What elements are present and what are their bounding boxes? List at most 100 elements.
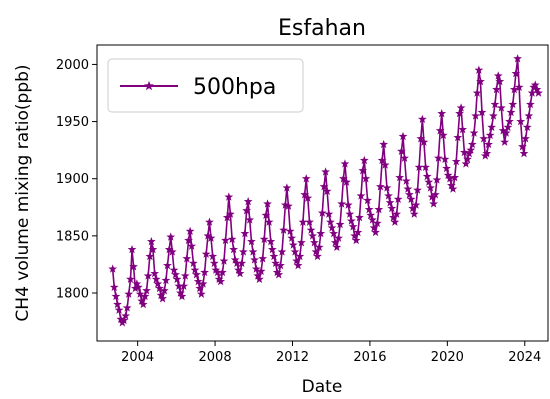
data-point [371,227,380,237]
data-point [208,251,218,261]
data-point [200,267,209,277]
data-point [435,126,445,135]
data-point [482,148,492,158]
data-point [327,223,337,232]
data-point [506,107,516,117]
data-point [224,192,234,201]
data-point [190,265,200,274]
data-point [234,265,243,274]
data-point [508,99,518,109]
data-point [503,122,513,132]
data-point [361,174,371,183]
data-point [455,108,464,118]
data-point [114,305,124,314]
data-point [305,217,314,226]
legend-label: 500hpa [193,75,276,100]
data-point [169,265,179,274]
data-point [196,289,206,298]
data-point [382,183,392,192]
data-point [409,209,419,218]
data-point [132,279,142,288]
data-point [264,217,274,226]
y-tick-label: 1900 [56,172,89,187]
data-point [129,262,138,271]
data-point [527,88,537,97]
data-point [164,244,174,254]
data-point [167,247,177,256]
data-point [450,172,460,182]
data-point [266,236,276,246]
data-point [472,88,482,97]
data-point [398,131,408,141]
data-point [140,291,150,301]
data-point [514,82,524,92]
data-point [126,274,135,284]
data-point [456,103,466,112]
data-point [213,267,222,277]
data-point [419,137,429,146]
y-tick-label: 1800 [56,287,89,302]
x-tick-label: 2012 [276,350,309,365]
data-point [108,264,118,273]
data-point [267,244,277,254]
data-point [269,251,279,261]
data-point [376,182,385,191]
data-point [377,155,387,165]
data-point [276,260,285,270]
data-point [516,116,526,126]
data-point [124,289,134,298]
chart-title: Esfahan [278,16,366,41]
data-point [403,184,413,193]
data-point [209,258,219,268]
data-point [292,256,301,265]
data-point [406,194,416,204]
data-point [395,172,405,182]
data-point [464,148,474,158]
data-point [498,126,508,135]
data-point [240,228,250,238]
data-point [509,84,519,94]
data-point [358,166,368,175]
data-point [193,276,203,286]
legend-marker [144,80,154,91]
data-point [203,231,213,240]
data-point [489,111,498,120]
data-point [461,159,471,168]
data-point [232,258,242,268]
data-point [195,283,205,293]
data-point [145,251,155,261]
data-point [501,128,511,137]
data-point [397,146,406,156]
x-tick-label: 2024 [508,350,541,365]
data-point [350,231,360,240]
data-point [311,247,321,256]
data-point [495,76,505,86]
data-point [237,258,247,268]
data-point [113,299,122,309]
data-point [326,217,335,226]
data-point [418,114,427,124]
legend: 500hpa [107,58,304,113]
data-point [271,258,281,268]
data-point [134,282,143,292]
data-point [256,266,266,276]
data-point [369,223,379,232]
data-point [272,267,282,277]
data-point [135,289,145,298]
x-tick-label: 2008 [199,350,232,365]
data-point [380,160,390,169]
data-point [322,186,332,196]
data-point [337,199,347,208]
data-point [471,111,480,120]
data-point [505,116,514,126]
data-point [284,201,293,210]
data-point [285,226,295,236]
data-point [401,176,411,185]
data-point [163,260,172,270]
data-point [334,233,343,242]
data-point [255,274,264,284]
data-point [434,153,443,162]
data-point [348,222,358,231]
data-point [253,271,263,280]
data-point [219,256,229,265]
